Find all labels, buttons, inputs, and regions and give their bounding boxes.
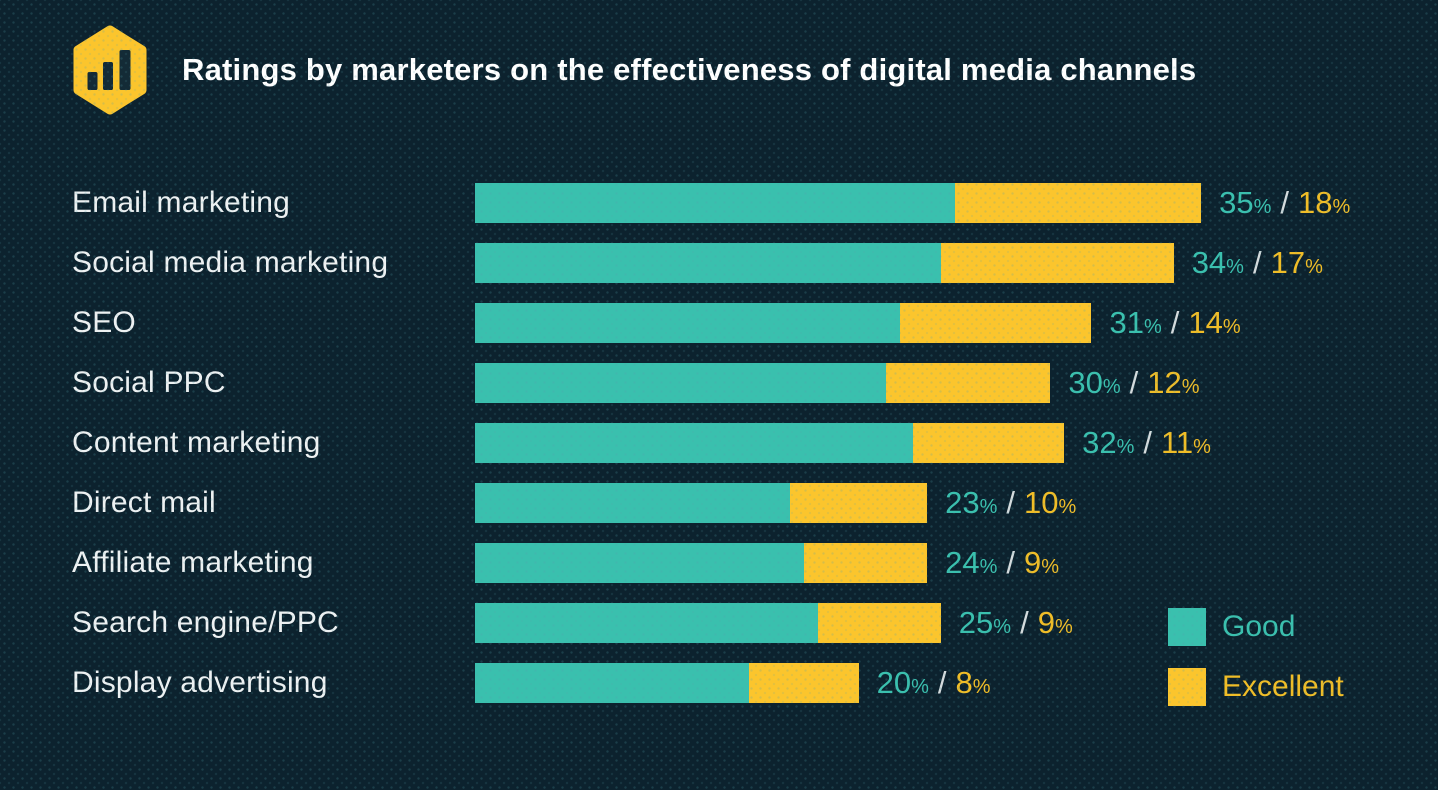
good-bar-segment [475, 543, 804, 583]
category-label: Social PPC [72, 366, 226, 399]
good-bar-segment [475, 243, 941, 283]
good-bar-segment [475, 363, 886, 403]
legend-item-good: Good [1168, 597, 1344, 657]
header: Ratings by marketers on the effectivenes… [70, 25, 1196, 115]
hexagon-bar-chart-icon [73, 25, 147, 115]
category-label: Affiliate marketing [72, 546, 314, 579]
chart-title: Ratings by marketers on the effectivenes… [182, 52, 1197, 87]
chart-row: SEO 31%/14% [0, 293, 1438, 353]
value-label: 24%/9% [945, 545, 1060, 580]
stacked-bar [475, 603, 941, 643]
category-label: Direct mail [72, 486, 216, 519]
stacked-bar [475, 303, 1092, 343]
legend-label-good: Good [1222, 610, 1296, 643]
stacked-bar [475, 243, 1174, 283]
good-bar-segment [475, 603, 818, 643]
chart-row: Display advertising 20%/8% [0, 653, 1438, 713]
chart-row: Content marketing 32%/11% [0, 413, 1438, 473]
legend-item-excellent: Excellent [1168, 657, 1344, 717]
excellent-bar-segment [913, 423, 1065, 463]
category-label: Email marketing [72, 186, 291, 219]
category-label: Content marketing [72, 426, 321, 459]
excellent-bar-segment [817, 603, 941, 643]
value-label: 32%/11% [1082, 425, 1211, 460]
chart-row: Email marketing 35%/18% [0, 173, 1438, 233]
excellent-bar-segment [886, 363, 1051, 403]
chart-row: Social media marketing 34%/17% [0, 233, 1438, 293]
good-bar-segment [475, 183, 955, 223]
stacked-bar [475, 423, 1065, 463]
excellent-bar-segment [749, 663, 859, 703]
value-label: 20%/8% [876, 665, 991, 700]
good-bar-segment [475, 483, 791, 523]
chart-row: Social PPC 30%/12% [0, 353, 1438, 413]
good-bar-segment [475, 423, 914, 463]
value-label: 34%/17% [1191, 245, 1323, 280]
value-label: 23%/10% [945, 485, 1077, 520]
good-swatch-icon [1168, 608, 1206, 646]
stacked-bar [475, 183, 1202, 223]
excellent-bar-segment [940, 243, 1174, 283]
chart-row: Affiliate marketing 24%/9% [0, 533, 1438, 593]
stacked-bar [475, 543, 928, 583]
legend-label-excellent: Excellent [1222, 670, 1344, 703]
stacked-bar [475, 663, 859, 703]
good-bar-segment [475, 663, 749, 703]
good-bar-segment [475, 303, 900, 343]
excellent-bar-segment [803, 543, 928, 583]
bar-chart: Email marketing 35%/18% Social media marke… [0, 173, 1438, 713]
category-label: Display advertising [72, 666, 328, 699]
stacked-bar [475, 363, 1051, 403]
excellent-swatch-icon [1168, 668, 1206, 706]
legend: Good Excellent [1168, 597, 1344, 717]
chart-row: Direct mail 23%/10% [0, 473, 1438, 533]
category-label: Social media marketing [72, 246, 389, 279]
excellent-bar-segment [954, 183, 1202, 223]
excellent-bar-segment [790, 483, 928, 523]
stacked-bar [475, 483, 928, 523]
value-label: 35%/18% [1219, 185, 1351, 220]
excellent-bar-segment [899, 303, 1092, 343]
category-label: Search engine/PPC [72, 606, 339, 639]
chart-row: Search engine/PPC 25%/9% [0, 593, 1438, 653]
value-label: 25%/9% [958, 605, 1073, 640]
value-label: 31%/14% [1109, 305, 1241, 340]
value-label: 30%/12% [1068, 365, 1200, 400]
category-label: SEO [72, 306, 136, 339]
